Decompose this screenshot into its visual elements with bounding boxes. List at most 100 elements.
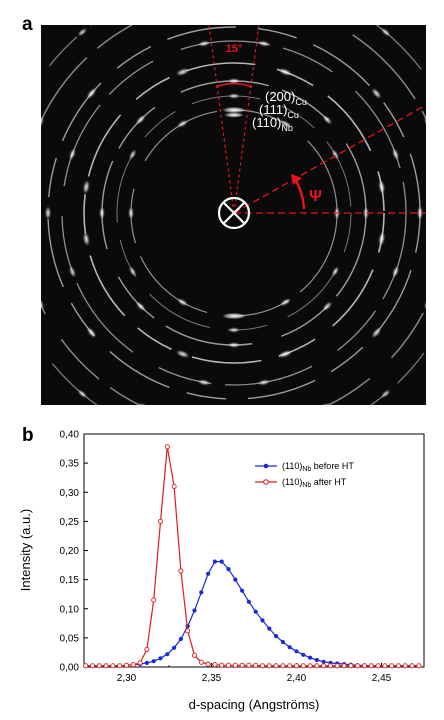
panel-b-label: b bbox=[22, 425, 34, 446]
diffraction-spot bbox=[322, 115, 332, 125]
diffraction-spot bbox=[392, 148, 399, 160]
data-point bbox=[382, 663, 388, 669]
diffraction-spot bbox=[176, 350, 190, 358]
data-point bbox=[246, 599, 251, 604]
y-axis-ticks: 0,00 0,05 0,10 0,15 0,20 0,25 0,30 0,35 0,40 bbox=[60, 430, 88, 674]
diffraction-spot bbox=[176, 68, 190, 76]
data-point bbox=[321, 659, 326, 664]
data-point bbox=[165, 652, 170, 657]
diffraction-spot bbox=[177, 298, 188, 306]
data-point bbox=[205, 661, 211, 667]
diffraction-spot bbox=[332, 149, 339, 160]
data-point bbox=[144, 646, 150, 653]
data-point bbox=[314, 657, 319, 663]
data-point bbox=[219, 559, 224, 564]
data-point bbox=[151, 659, 156, 664]
data-point bbox=[334, 663, 340, 669]
diffraction-spot bbox=[136, 115, 146, 125]
data-point bbox=[321, 663, 327, 669]
diffraction-spot bbox=[87, 327, 96, 338]
reflection-label-200-cu: (200)Cu bbox=[265, 89, 307, 107]
bright-reflection bbox=[224, 112, 244, 118]
diffraction-spot bbox=[280, 120, 291, 128]
data-point bbox=[206, 571, 211, 576]
data-point bbox=[267, 626, 272, 631]
diffraction-spot bbox=[41, 116, 44, 129]
bright-reflection bbox=[222, 312, 246, 320]
data-point bbox=[274, 634, 279, 639]
data-point bbox=[355, 663, 361, 669]
diffraction-spots bbox=[41, 28, 426, 405]
data-point bbox=[348, 663, 354, 669]
data-point bbox=[416, 663, 422, 669]
data-point bbox=[151, 597, 157, 603]
diffraction-spot bbox=[69, 148, 76, 160]
diffraction-spot bbox=[258, 41, 270, 47]
data-point bbox=[361, 663, 368, 669]
legend-marker-after-ht bbox=[263, 479, 269, 485]
y-tick-label: 0,30 bbox=[60, 488, 80, 499]
x-tick-label: 2,30 bbox=[117, 673, 137, 684]
data-point bbox=[212, 662, 218, 668]
diffraction-spot bbox=[83, 232, 90, 246]
data-point bbox=[409, 663, 415, 669]
diffraction-spot bbox=[228, 342, 240, 348]
diffraction-spot bbox=[136, 301, 146, 311]
diffraction-spot bbox=[278, 350, 292, 358]
plot-frame bbox=[83, 433, 425, 668]
diffraction-spot bbox=[78, 390, 87, 398]
y-tick-label: 0,40 bbox=[60, 430, 80, 441]
diffraction-spot bbox=[198, 41, 210, 47]
diffraction-spot bbox=[332, 266, 339, 277]
legend-entry-after-ht: (110)Nb after HT bbox=[282, 477, 347, 489]
data-point bbox=[157, 518, 164, 524]
data-point bbox=[172, 645, 177, 650]
y-tick-label: 0,35 bbox=[60, 459, 80, 470]
data-point bbox=[300, 663, 306, 669]
reflection-label-111-cu: (111)Cu bbox=[259, 102, 299, 120]
data-point bbox=[219, 662, 225, 668]
data-point bbox=[192, 608, 197, 613]
diffraction-spot bbox=[129, 266, 136, 277]
data-point bbox=[233, 577, 238, 582]
data-point bbox=[130, 662, 136, 668]
diffraction-spot bbox=[78, 28, 87, 36]
series-1 bbox=[83, 444, 422, 669]
data-point bbox=[375, 663, 381, 669]
data-point bbox=[253, 609, 258, 614]
data-point bbox=[314, 663, 320, 669]
data-point bbox=[191, 652, 198, 658]
psi-arrow-arc bbox=[294, 180, 306, 210]
data-point bbox=[246, 662, 252, 668]
data-point bbox=[307, 663, 313, 669]
diffraction-spot bbox=[278, 68, 292, 76]
data-point bbox=[287, 645, 292, 650]
fan-line-left bbox=[208, 25, 235, 214]
y-tick-label: 0,10 bbox=[60, 604, 80, 615]
diffraction-spot bbox=[198, 379, 210, 385]
diffraction-spot bbox=[258, 379, 270, 385]
diffraction-spot bbox=[381, 390, 390, 398]
diffraction-spot bbox=[129, 149, 136, 160]
x-axis-label: d-spacing (Angströms) bbox=[189, 697, 320, 712]
data-point bbox=[89, 663, 96, 669]
fan-line-right bbox=[233, 25, 260, 214]
y-tick-label: 0,15 bbox=[60, 575, 80, 586]
diffraction-spot bbox=[378, 180, 385, 194]
reflection-label-110-nb: (110)Nb bbox=[252, 115, 293, 133]
data-point bbox=[232, 662, 238, 668]
data-point bbox=[144, 660, 149, 665]
data-point bbox=[395, 663, 402, 669]
diffraction-spot bbox=[417, 206, 423, 220]
x-tick-label: 2,45 bbox=[372, 673, 392, 684]
data-point bbox=[199, 590, 204, 595]
data-point bbox=[280, 663, 286, 669]
data-point bbox=[327, 663, 334, 669]
data-point bbox=[178, 636, 183, 642]
diffraction-spot bbox=[41, 297, 44, 310]
data-point bbox=[253, 662, 259, 668]
y-tick-label: 0,25 bbox=[60, 517, 80, 528]
y-axis-label: Intensity (a.u.) bbox=[18, 509, 33, 591]
legend-entry-before-ht: (110)Nb before HT bbox=[282, 461, 354, 473]
diffraction-spot bbox=[372, 327, 381, 338]
